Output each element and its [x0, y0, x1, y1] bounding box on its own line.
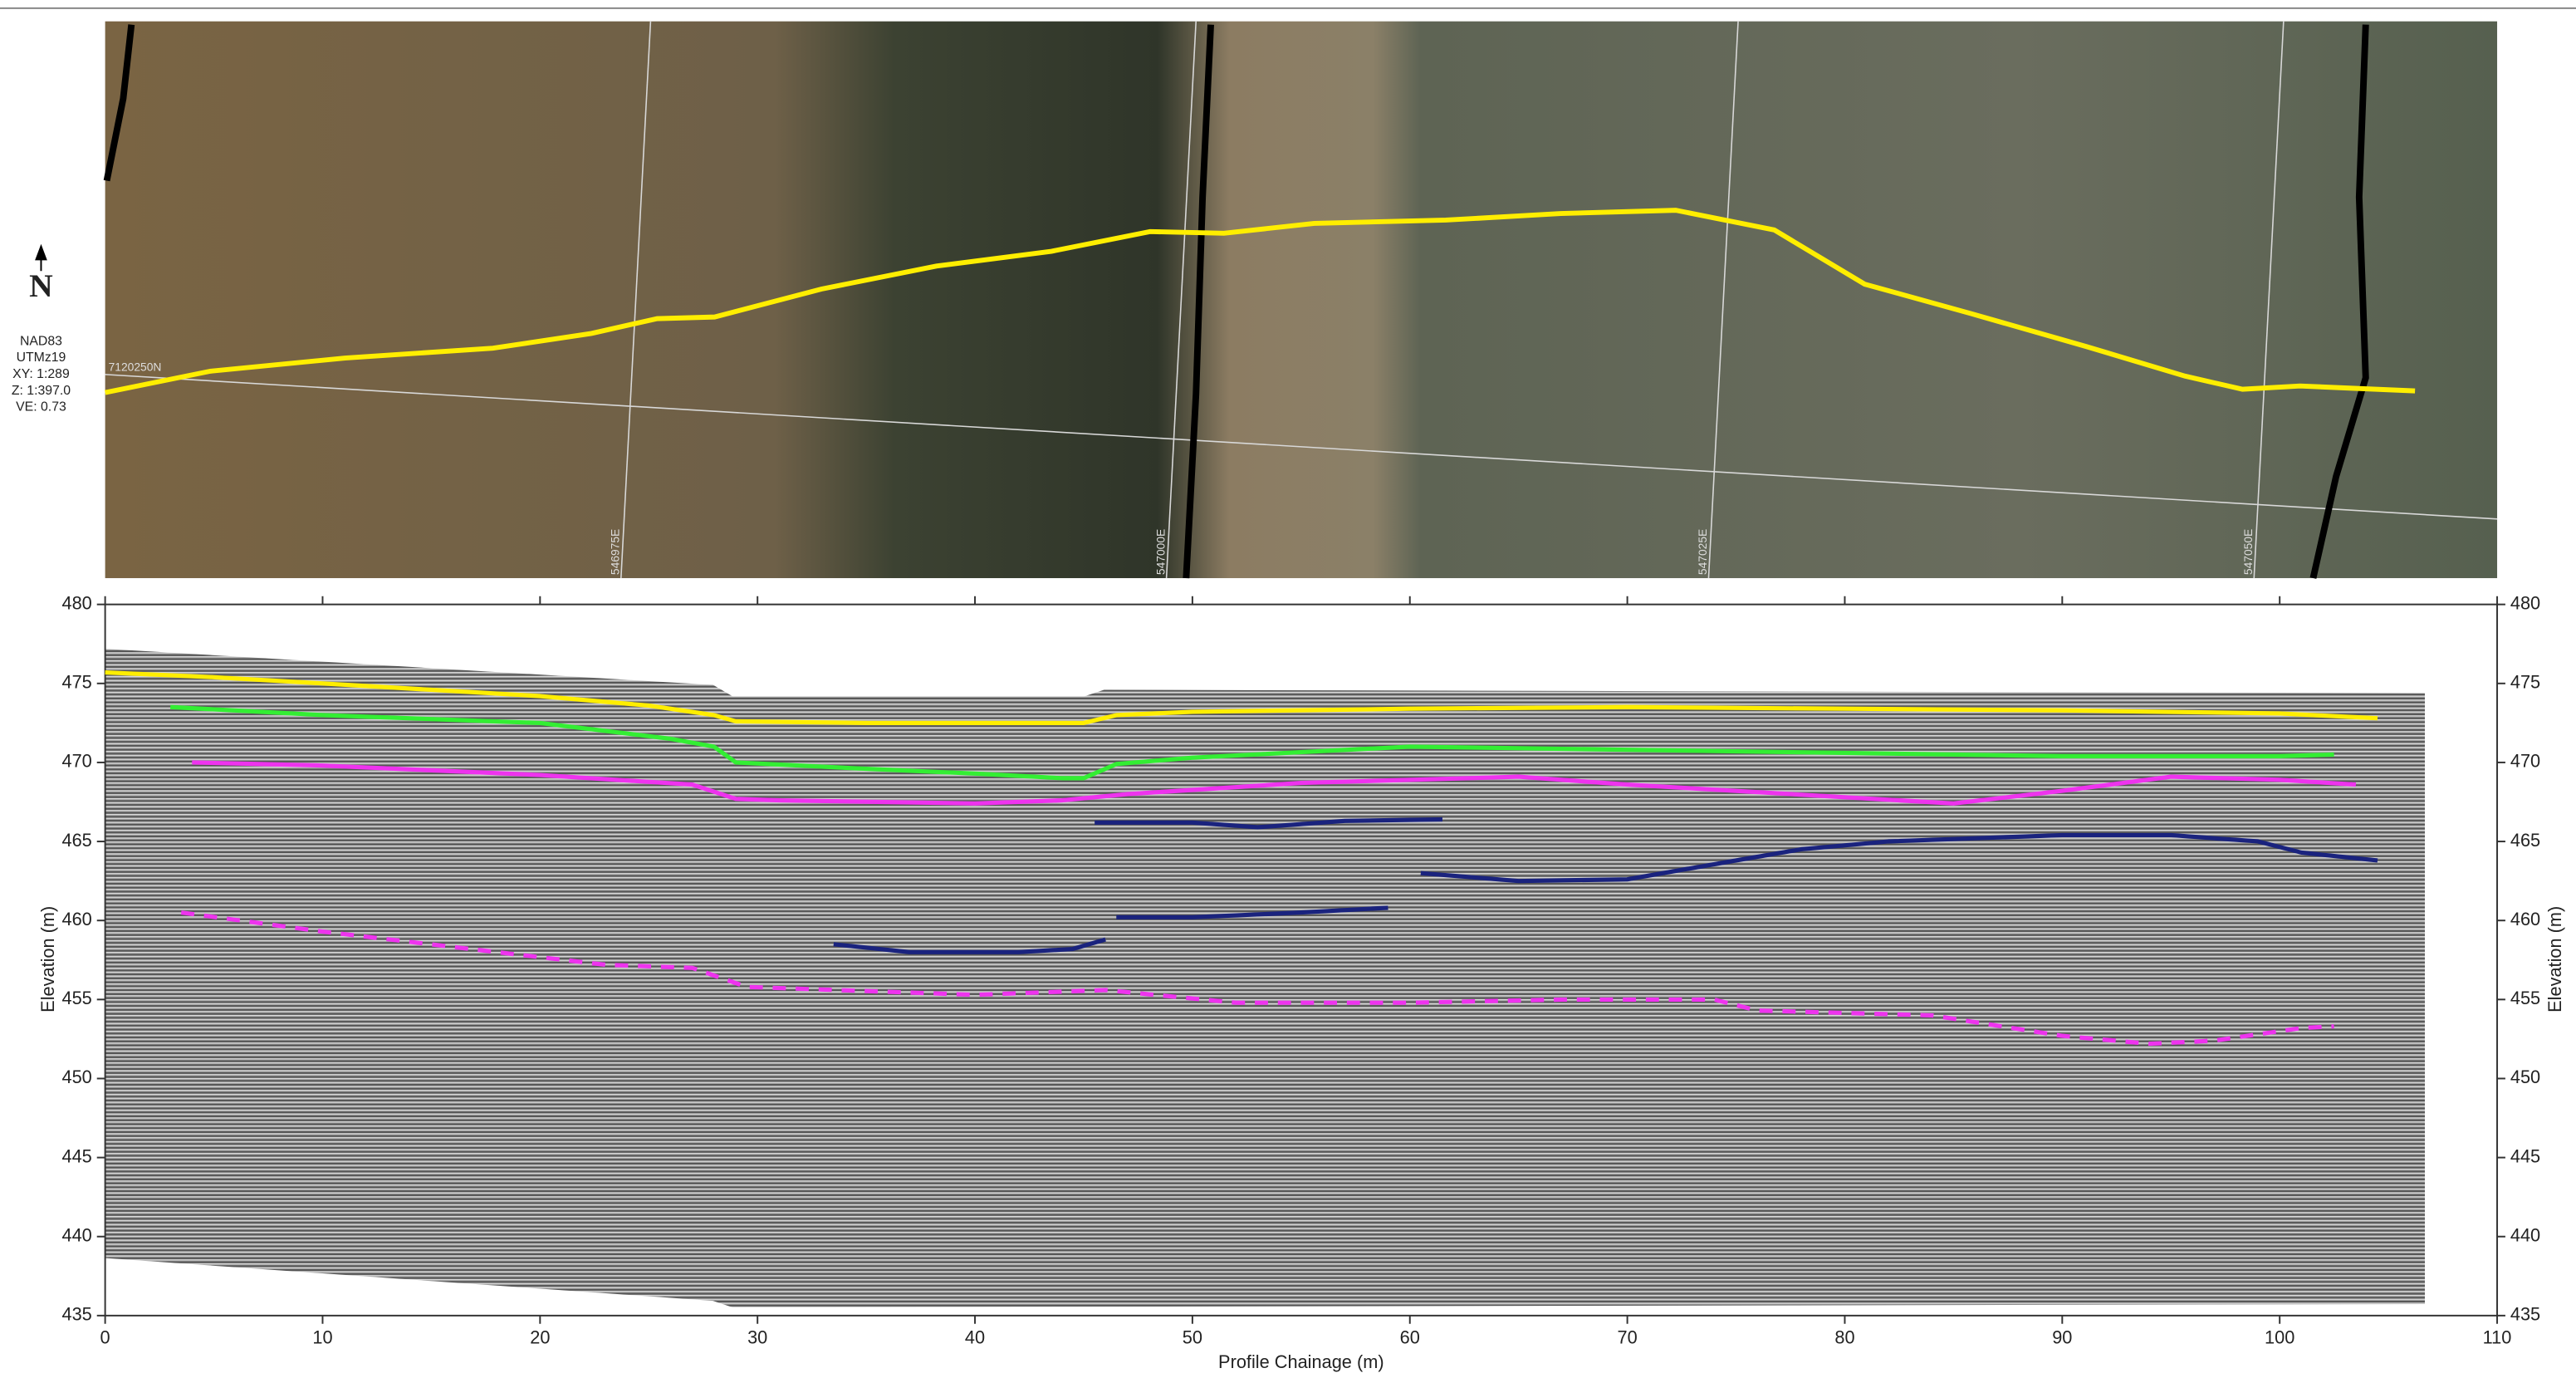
y-tick-label: 450: [61, 1067, 91, 1087]
x-tick-label: 40: [965, 1327, 985, 1347]
y-tick-label-right: 475: [2510, 672, 2540, 693]
x-tick-label: 110: [2483, 1327, 2512, 1347]
y-tick-label-right: 450: [2510, 1067, 2540, 1087]
datum: NAD83: [20, 334, 62, 348]
y-tick-label: 445: [61, 1145, 91, 1166]
grid-label: 547050E: [2241, 529, 2255, 575]
y-tick-label: 475: [61, 672, 91, 693]
grid-label: 547025E: [1696, 529, 1709, 575]
vertical-exaggeration: VE: 0.73: [16, 400, 66, 414]
y-tick-label-right: 435: [2510, 1304, 2540, 1325]
x-tick-label: 0: [100, 1327, 110, 1347]
grid-label: 547000E: [1153, 529, 1167, 575]
x-tick-label: 30: [747, 1327, 767, 1347]
y-tick-label-right: 480: [2510, 592, 2540, 613]
radargram: [105, 649, 2425, 1307]
y-tick-label: 480: [61, 592, 91, 613]
y-axis-label-right: Elevation (m): [2544, 906, 2565, 1013]
y-tick-label: 470: [61, 751, 91, 772]
y-tick-label-right: 445: [2510, 1145, 2540, 1166]
y-tick-label-right: 460: [2510, 909, 2540, 929]
page: {"map_panel":{"north":"N","datum":"NAD83…: [0, 0, 2576, 1378]
y-tick-label-right: 440: [2510, 1224, 2540, 1245]
x-tick-label: 50: [1183, 1327, 1202, 1347]
y-tick-label: 435: [61, 1304, 91, 1325]
y-tick-label: 460: [61, 909, 91, 929]
y-tick-label-right: 470: [2510, 751, 2540, 772]
z-scale: Z: 1:397.0: [12, 384, 71, 398]
x-tick-label: 80: [1834, 1327, 1854, 1347]
x-tick-label: 20: [530, 1327, 550, 1347]
xy-scale: XY: 1:289: [12, 367, 70, 381]
figure: 7120250N 546975E 547000E 547025E 547050E…: [0, 0, 2576, 1378]
north-label: N: [29, 267, 53, 304]
x-tick-label: 100: [2265, 1327, 2294, 1347]
x-tick-label: 90: [2052, 1327, 2072, 1347]
y-tick-label: 440: [61, 1224, 91, 1245]
x-axis-label: Profile Chainage (m): [1218, 1351, 1384, 1372]
grid-label: 7120250N: [109, 360, 162, 374]
map-panel: 7120250N 546975E 547000E 547025E 547050E…: [12, 22, 2497, 578]
grid-label: 546975E: [609, 529, 622, 575]
x-tick-label: 10: [312, 1327, 332, 1347]
y-tick-label-right: 455: [2510, 988, 2540, 1008]
x-tick-label: 70: [1618, 1327, 1638, 1347]
y-tick-label: 455: [61, 988, 91, 1008]
x-tick-label: 60: [1400, 1327, 1420, 1347]
y-tick-label-right: 465: [2510, 830, 2540, 851]
zone: UTMz19: [17, 351, 66, 365]
y-tick-label: 465: [61, 830, 91, 851]
y-axis-label: Elevation (m): [37, 906, 58, 1013]
imagery: [105, 22, 2497, 578]
